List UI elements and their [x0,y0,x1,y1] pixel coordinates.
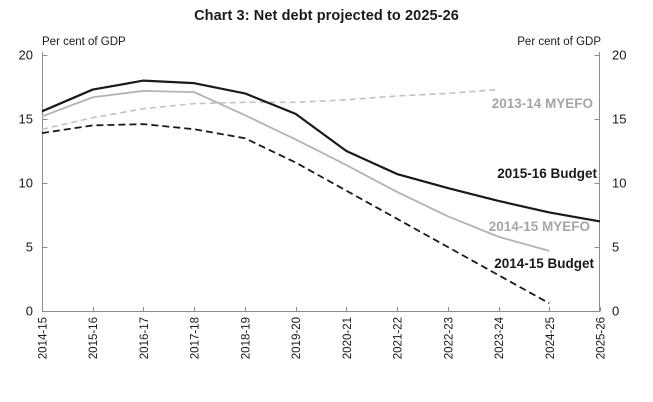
left-axis-tick-label: 5 [26,240,33,255]
series-line-2013-14-myefo [41,88,499,131]
right-axis-unit-label: Per cent of GDP [517,36,601,48]
series-label-2014-15-myefo: 2014-15 MYEFO [489,219,590,234]
right-axis-tick-label: 10 [612,176,626,191]
series-line-2014-15-budget [41,123,550,305]
left-axis-unit-label: Per cent of GDP [42,36,126,48]
right-axis-tick-label: 15 [612,112,626,127]
left-axis-tick-label: 15 [19,112,33,127]
x-axis-label: 2024-25 [545,317,557,359]
series-line-2015-16-budget [41,79,601,223]
series-line-2014-15-myefo [41,89,550,252]
x-axis-label: 2021-22 [393,317,405,359]
right-axis-tick-label: 20 [612,48,626,63]
chart-title: Chart 3: Net debt projected to 2025-26 [194,8,459,24]
series-label-2015-16-budget: 2015-16 Budget [497,166,597,181]
x-axis-label: 2018-19 [240,317,252,359]
x-axis-label: 2020-21 [342,317,354,359]
x-axis-label: 2023-24 [494,316,506,359]
x-axis-label: 2019-20 [291,317,303,359]
x-axis-label: 2022-23 [443,317,455,359]
right-axis-tick-label: 0 [612,304,619,319]
left-axis-tick-label: 0 [26,304,33,319]
right-axis-tick-label: 5 [612,240,619,255]
left-axis-tick-label: 10 [19,176,33,191]
x-axis-label: 2014-15 [38,317,50,359]
x-axis-label: 2025-26 [596,317,608,359]
x-axis-label: 2016-17 [139,317,151,359]
x-axis-label: 2015-16 [88,317,100,359]
left-axis-tick-label: 20 [19,48,33,63]
series-label-2013-14-myefo: 2013-14 MYEFO [492,96,593,111]
series-label-2014-15-budget: 2014-15 Budget [494,256,594,271]
x-axis-label: 2017-18 [190,317,202,359]
